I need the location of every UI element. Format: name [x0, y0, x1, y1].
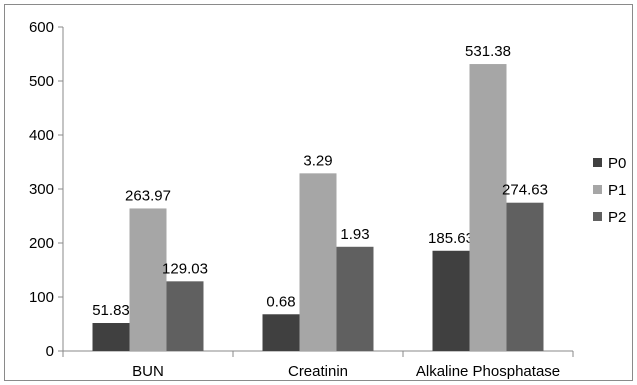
- x-category-label: Creatinin: [288, 363, 348, 380]
- data-label: 263.97: [125, 187, 171, 204]
- bar-p0: [262, 314, 300, 351]
- bar-p2: [336, 246, 374, 351]
- legend-swatch-p0: [593, 158, 602, 167]
- legend-swatch-p1: [593, 185, 602, 194]
- legend-swatch-p2: [593, 212, 602, 221]
- bar-chart: 0 100 200 300 400 500 600 51.83 263.97 129.03 BUN 0…: [29, 19, 626, 380]
- data-label: 129.03: [162, 260, 208, 277]
- bar-p1: [469, 64, 507, 351]
- data-label: 0.68: [266, 293, 295, 310]
- bar-p2: [166, 281, 204, 351]
- y-tick-label: 0: [46, 343, 54, 360]
- bar-p1: [299, 173, 337, 351]
- data-label: 1.93: [340, 226, 369, 243]
- bar-p0: [92, 323, 130, 351]
- data-label: 531.38: [465, 43, 511, 60]
- bar-p0: [432, 250, 470, 351]
- bar-p1: [129, 208, 167, 351]
- data-label: 185.63: [428, 230, 474, 247]
- y-tick-label: 100: [29, 289, 54, 306]
- bar-p2: [506, 202, 544, 351]
- y-tick-label: 300: [29, 181, 54, 198]
- data-label: 274.63: [502, 182, 548, 199]
- y-tick-label: 200: [29, 235, 54, 252]
- x-category-label: BUN: [132, 363, 164, 380]
- chart-frame: 0 100 200 300 400 500 600 51.83 263.97 129.03 BUN 0…: [4, 4, 633, 381]
- legend-label: P0: [608, 155, 626, 172]
- x-category-label: Alkaline Phosphatase: [416, 363, 560, 380]
- data-label: 51.83: [92, 302, 130, 319]
- y-tick-label: 400: [29, 127, 54, 144]
- y-tick-label: 600: [29, 19, 54, 36]
- legend-label: P1: [608, 182, 626, 199]
- y-tick-label: 500: [29, 73, 54, 90]
- data-label: 3.29: [303, 152, 332, 169]
- legend-label: P2: [608, 209, 626, 226]
